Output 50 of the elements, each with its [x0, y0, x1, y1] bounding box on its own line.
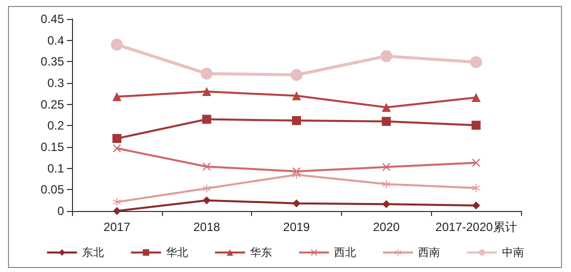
point [472, 158, 480, 167]
point [202, 196, 211, 204]
point [200, 68, 213, 80]
y-tick-label: 0.1 [47, 161, 64, 176]
legend-label: 华东 [250, 246, 272, 259]
point [380, 50, 392, 62]
point [110, 38, 123, 51]
x-tick-label: 2020 [372, 220, 400, 234]
point [112, 198, 121, 206]
point [112, 92, 122, 102]
y-tick-label: 0.35 [40, 54, 64, 69]
point [292, 91, 301, 100]
y-tick-label: 0.4 [47, 33, 64, 48]
point [472, 120, 481, 130]
legend-label: 西北 [334, 246, 356, 259]
x-tick-label: 2018 [193, 220, 220, 234]
point [202, 87, 212, 96]
y-tick-label: 0.2 [47, 118, 64, 133]
point [382, 163, 390, 172]
point [292, 170, 300, 179]
x-tick-label: 2017 [104, 220, 131, 234]
x-tick-label: 2017-2020累计 [435, 220, 517, 234]
point [382, 102, 391, 112]
point [202, 184, 211, 192]
point [472, 184, 480, 192]
point [472, 93, 481, 102]
point [470, 56, 482, 68]
y-tick-label: 0.25 [40, 97, 64, 112]
point [292, 116, 301, 126]
y-tick-label: 0.05 [40, 182, 64, 197]
point [112, 144, 121, 152]
point [382, 200, 390, 208]
point [112, 207, 121, 215]
point [202, 114, 212, 124]
point [202, 162, 211, 171]
y-tick-label: 0.45 [40, 12, 64, 26]
x-tick-label: 2019 [283, 220, 310, 234]
legend-label: 东北 [82, 246, 104, 259]
point [382, 116, 391, 126]
legend-label: 中南 [502, 246, 524, 259]
point [382, 180, 390, 188]
point [112, 134, 122, 143]
point [472, 201, 480, 210]
y-tick-label: 0.15 [40, 140, 64, 154]
y-tick-label: 0 [57, 204, 64, 218]
point [292, 199, 300, 208]
legend-label: 华北 [166, 246, 188, 259]
y-tick-label: 0.3 [47, 76, 64, 90]
point [290, 68, 302, 81]
legend-label: 西南 [418, 246, 440, 259]
